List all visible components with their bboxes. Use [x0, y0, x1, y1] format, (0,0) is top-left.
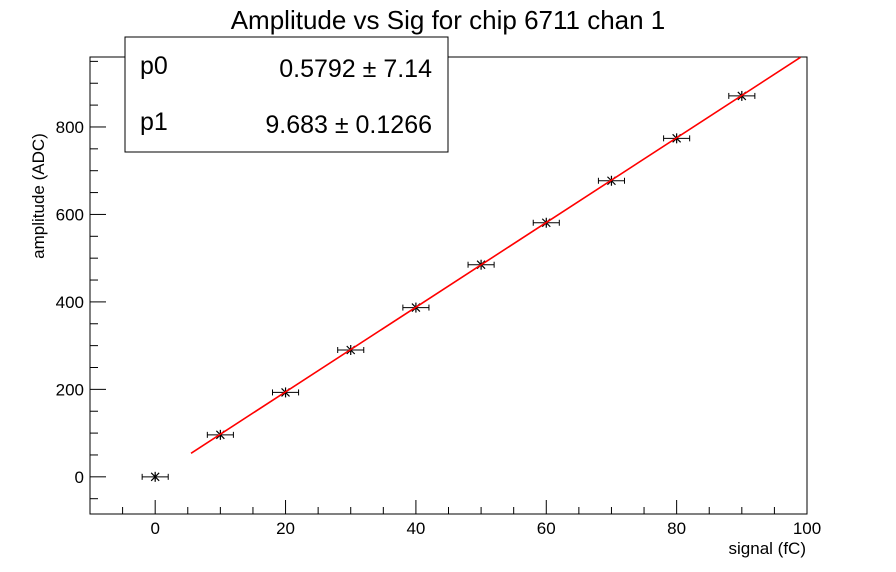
x-axis-title: signal (fC) — [729, 539, 806, 558]
fit-line — [190, 56, 801, 454]
fit-stats-box-border — [124, 36, 449, 153]
x-tick-label: 80 — [667, 519, 686, 538]
x-tick-label: 100 — [793, 519, 821, 538]
param-p0-name: p0 — [140, 52, 168, 80]
chart-title: Amplitude vs Sig for chip 6711 chan 1 — [231, 5, 666, 35]
fit-line-group — [190, 56, 801, 454]
param-p1-name: p1 — [140, 108, 168, 136]
param-p1-value-number: 9.683 — [265, 111, 328, 139]
param-p0-value-number: 0.5792 — [279, 55, 355, 83]
x-tick-label: 60 — [537, 519, 556, 538]
x-tick-label: 0 — [150, 519, 159, 538]
y-axis-title: amplitude (ADC) — [29, 133, 48, 259]
x-axis: 0 20 40 60 80 100 — [89, 500, 821, 538]
x-tick-label: 20 — [276, 519, 295, 538]
param-p0-value: 0.5792 ± 7.14 — [279, 55, 432, 83]
param-p0-error: 7.14 — [383, 55, 432, 83]
fit-stats-box: p0 0.5792 ± 7.14 p1 9.683 ± 0.1266 — [124, 36, 449, 153]
data-point — [141, 471, 169, 482]
x-tick-label: 40 — [406, 519, 425, 538]
y-axis: 0 200 400 600 800 — [56, 60, 106, 500]
y-tick-label: 0 — [75, 468, 84, 487]
param-p1-value: 9.683 ± 0.1266 — [265, 111, 432, 139]
y-tick-label: 200 — [56, 380, 84, 399]
param-p1-error: 0.1266 — [356, 111, 432, 139]
y-tick-label: 800 — [56, 118, 84, 137]
y-tick-label: 600 — [56, 205, 84, 224]
y-tick-label: 400 — [56, 293, 84, 312]
